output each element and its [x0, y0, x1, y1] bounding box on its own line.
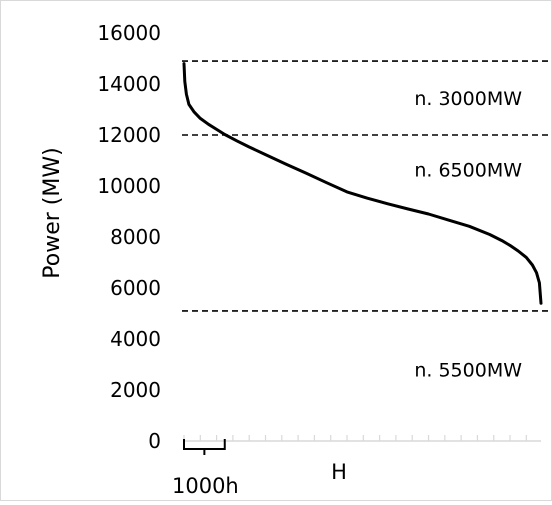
y-tick-label: 2000: [110, 378, 161, 402]
x-unit-bracket: [183, 439, 226, 455]
y-tick-label: 16000: [97, 21, 161, 45]
band-labels: n. 3000MW n. 6500MW n. 5500MW: [414, 88, 522, 382]
y-tick-label: 0: [148, 429, 161, 453]
y-tick-label: 6000: [110, 276, 161, 300]
threshold-lines: [182, 60, 550, 312]
y-tick-label: 8000: [110, 225, 161, 249]
band-label: n. 5500MW: [414, 360, 522, 382]
y-tick-label: 4000: [110, 327, 161, 351]
y-tick-label: 14000: [97, 72, 161, 96]
x-unit-bracket-label: 1000h: [172, 474, 239, 498]
y-tick-label: 10000: [97, 174, 161, 198]
y-axis-title: Power (MW): [40, 147, 65, 278]
band-label: n. 3000MW: [414, 88, 522, 110]
y-axis-ticks: 0 2000 4000 6000 8000 10000 12000 14000 16000: [97, 21, 161, 453]
x-axis-minor-ticks: [183, 435, 527, 441]
band-label: n. 6500MW: [414, 159, 522, 181]
y-tick-label: 12000: [97, 123, 161, 147]
series-line-load-duration: [182, 62, 543, 305]
x-axis-title: H: [331, 460, 347, 484]
